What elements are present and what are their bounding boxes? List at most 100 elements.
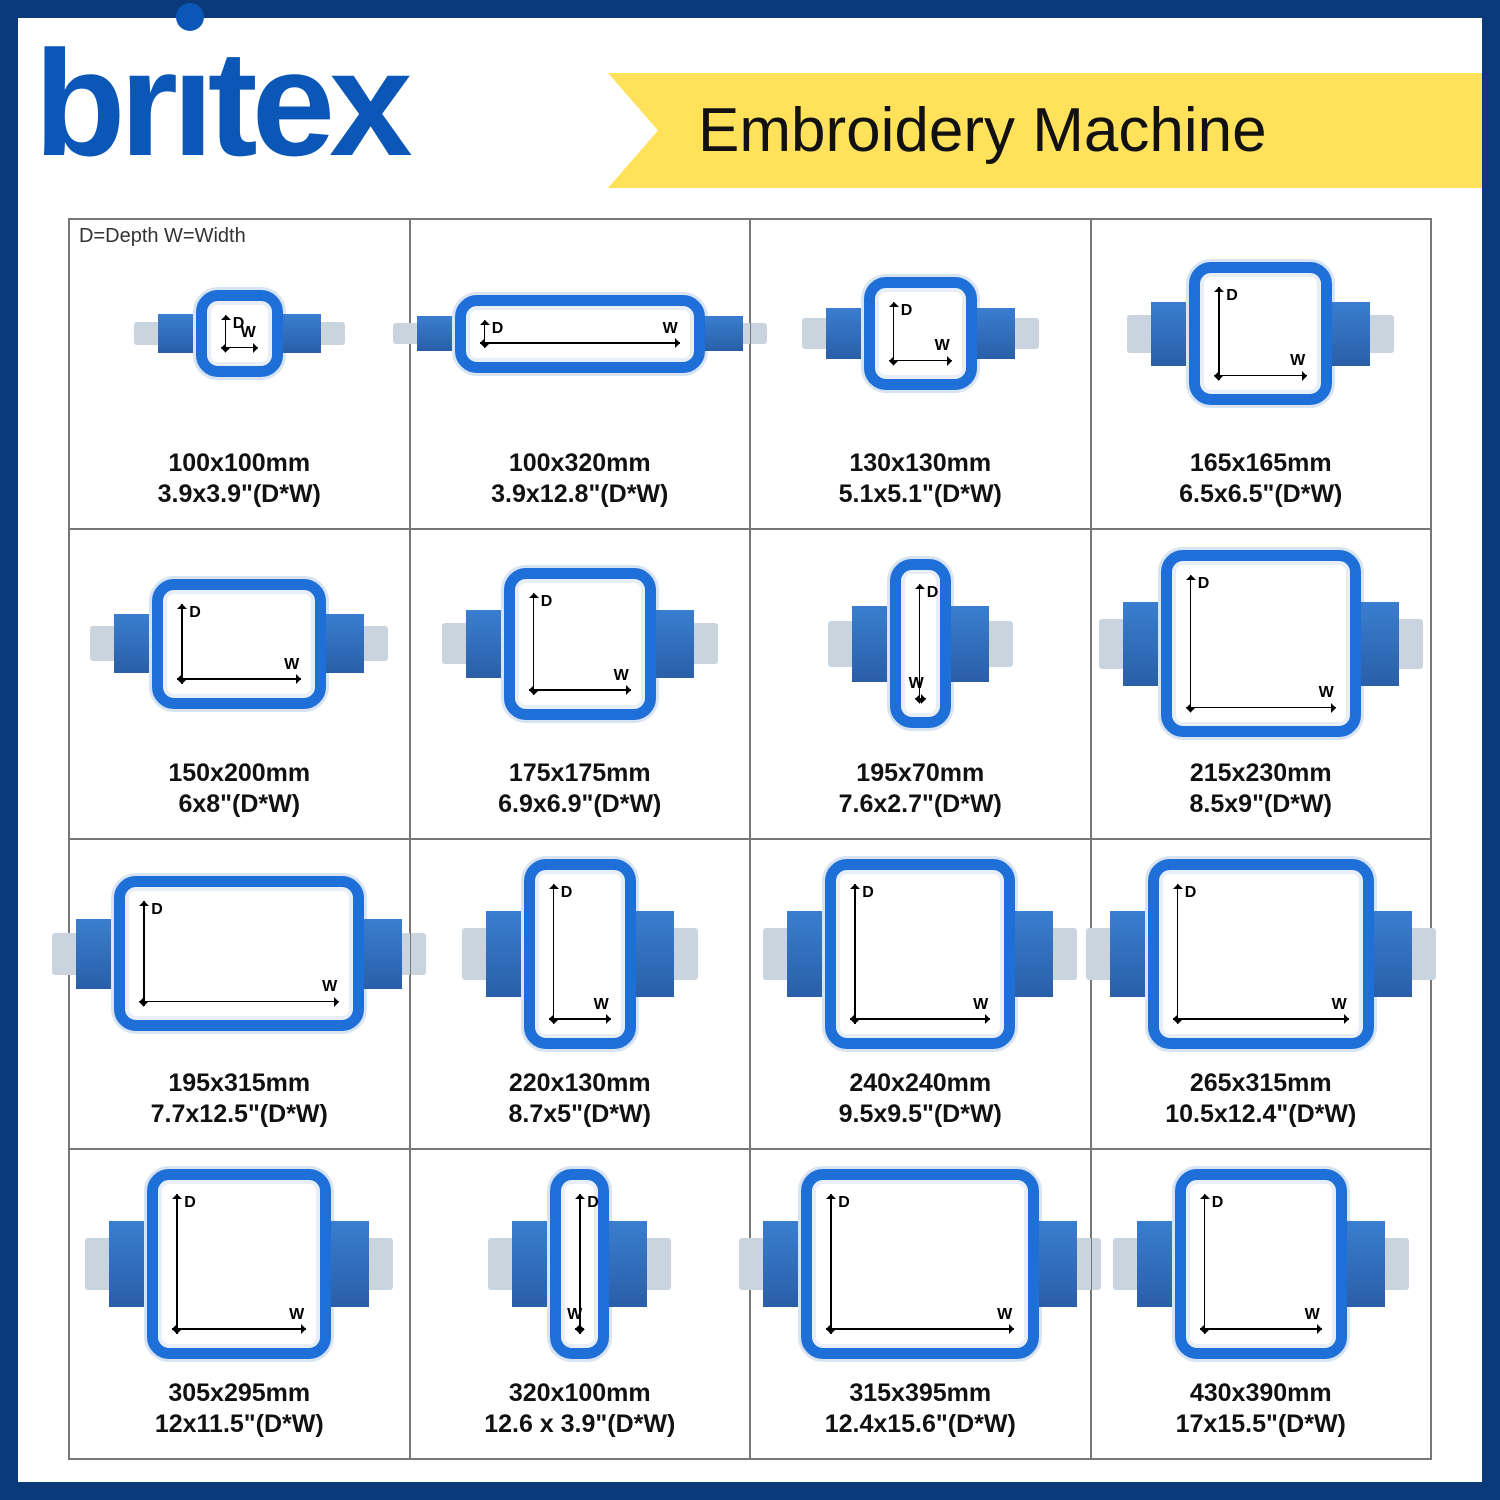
clamp-right-icon: [1332, 302, 1370, 366]
width-label: W: [614, 667, 629, 685]
hoop: D W: [763, 1169, 1077, 1359]
depth-label: D: [587, 1194, 599, 1212]
clamp-right-icon: [656, 610, 694, 678]
hoop: D W: [1123, 550, 1399, 737]
depth-arrow-icon: [553, 884, 555, 1024]
hoop: D W: [486, 859, 674, 1049]
size-mm: 195x70mm: [839, 758, 1002, 789]
depth-label: D: [838, 1194, 850, 1212]
depth-label: D: [1198, 575, 1210, 593]
width-label: W: [594, 996, 609, 1014]
clamp-left-icon: [1151, 302, 1189, 366]
depth-label: D: [561, 884, 573, 902]
clamp-right-icon: [1374, 911, 1412, 997]
depth-arrow-icon: [830, 1194, 832, 1334]
hoop: D W: [109, 1169, 369, 1359]
hoop-size-label: 100x320mm 3.9x12.8"(D*W): [491, 448, 668, 511]
hoop-size-label: 215x230mm 8.5x9"(D*W): [1190, 758, 1332, 821]
width-arrow-icon: [221, 347, 258, 349]
size-mm: 220x130mm: [509, 1068, 651, 1099]
width-label: W: [973, 996, 988, 1014]
depth-label: D: [901, 302, 913, 320]
clamp-right-icon: [364, 919, 402, 989]
depth-label: D: [1226, 287, 1238, 305]
hoop: D W: [76, 876, 402, 1031]
depth-label: D: [151, 901, 163, 919]
clamp-right-icon: [1015, 911, 1053, 997]
depth-arrow-icon: [1218, 287, 1220, 380]
width-label: W: [322, 978, 337, 996]
size-mm: 130x130mm: [839, 448, 1002, 479]
size-inches: 7.6x2.7"(D*W): [839, 789, 1002, 820]
logo-letter: e: [252, 19, 329, 187]
hoop-size-label: 195x70mm 7.6x2.7"(D*W): [839, 758, 1002, 821]
clamp-left-icon: [1137, 1221, 1175, 1307]
depth-arrow-icon: [1190, 575, 1192, 712]
depth-arrow-icon: [893, 302, 895, 365]
clamp-right-icon: [331, 1221, 369, 1307]
size-inches: 9.5x9.5"(D*W): [839, 1099, 1002, 1130]
width-arrow-icon: [575, 1328, 584, 1330]
depth-arrow-icon: [143, 901, 145, 1006]
hoop: D W: [466, 568, 694, 720]
width-label: W: [1305, 1306, 1320, 1324]
hoop-size-label: 265x315mm 10.5x12.4"(D*W): [1165, 1068, 1356, 1131]
depth-arrow-icon: [176, 1194, 178, 1334]
width-label: W: [909, 675, 924, 693]
hoop-cell: D W 240x240mm 9.5x9.5"(D*W): [750, 839, 1091, 1149]
hoop-illustration: D W: [411, 530, 750, 758]
hoop-illustration: D W: [70, 220, 409, 448]
hoop-grid: D W 100x100mm 3.9x3.9"(D*W) D W: [69, 219, 1431, 1459]
hoop: D W: [417, 295, 743, 373]
size-mm: 315x395mm: [825, 1378, 1016, 1409]
hoop-size-label: 100x100mm 3.9x3.9"(D*W): [158, 448, 321, 511]
hoop-ring: D W: [890, 559, 951, 728]
hoop-ring: D W: [1161, 550, 1361, 737]
width-arrow-icon: [549, 1018, 611, 1020]
width-arrow-icon: [1200, 1328, 1322, 1330]
width-label: W: [567, 1306, 582, 1324]
width-arrow-icon: [1173, 1018, 1349, 1020]
hoop-illustration: D W: [1092, 220, 1431, 448]
width-arrow-icon: [889, 360, 952, 362]
clamp-right-icon: [705, 316, 743, 351]
width-arrow-icon: [1214, 375, 1307, 377]
size-inches: 6.5x6.5"(D*W): [1179, 479, 1342, 510]
hoop-illustration: D W: [411, 840, 750, 1068]
size-mm: 240x240mm: [839, 1068, 1002, 1099]
hoop-cell: D W 175x175mm 6.9x6.9"(D*W): [410, 529, 751, 839]
depth-arrow-icon: [225, 315, 227, 352]
clamp-left-icon: [158, 314, 196, 353]
hoop-cell: D W 130x130mm 5.1x5.1"(D*W): [750, 219, 1091, 529]
hoop-cell: D W 215x230mm 8.5x9"(D*W): [1091, 529, 1432, 839]
hoop: D W: [852, 559, 989, 728]
hoop-size-label: 315x395mm 12.4x15.6"(D*W): [825, 1378, 1016, 1441]
clamp-left-icon: [826, 308, 864, 359]
size-inches: 12.4x15.6"(D*W): [825, 1409, 1016, 1440]
size-inches: 8.7x5"(D*W): [509, 1099, 651, 1130]
dimension-arrows: D W: [545, 880, 615, 1028]
clamp-right-icon: [977, 308, 1015, 359]
clamp-left-icon: [114, 614, 152, 673]
depth-arrow-icon: [484, 320, 486, 348]
dimension-arrows: D W: [846, 880, 994, 1028]
width-arrow-icon: [480, 342, 680, 344]
depth-arrow-icon: [1177, 884, 1179, 1024]
clamp-left-icon: [109, 1221, 147, 1307]
width-arrow-icon: [850, 1018, 990, 1020]
size-inches: 3.9x12.8"(D*W): [491, 479, 668, 510]
clamp-right-icon: [951, 606, 989, 682]
dimension-arrows: D W: [476, 316, 684, 352]
hoop-illustration: D W: [70, 1150, 409, 1378]
depth-arrow-icon: [579, 1194, 581, 1334]
depth-label: D: [927, 584, 939, 602]
clamp-left-icon: [486, 911, 524, 997]
hoop-size-label: 305x295mm 12x11.5"(D*W): [155, 1378, 324, 1441]
hoop-illustration: D W: [1092, 1150, 1431, 1378]
size-mm: 265x315mm: [1165, 1068, 1356, 1099]
title-text: Embroidery Machine: [698, 95, 1267, 166]
depth-label: D: [1185, 884, 1197, 902]
hoop-illustration: D W: [751, 220, 1090, 448]
hoop-ring: D W: [825, 859, 1015, 1049]
depth-label: D: [1212, 1194, 1224, 1212]
